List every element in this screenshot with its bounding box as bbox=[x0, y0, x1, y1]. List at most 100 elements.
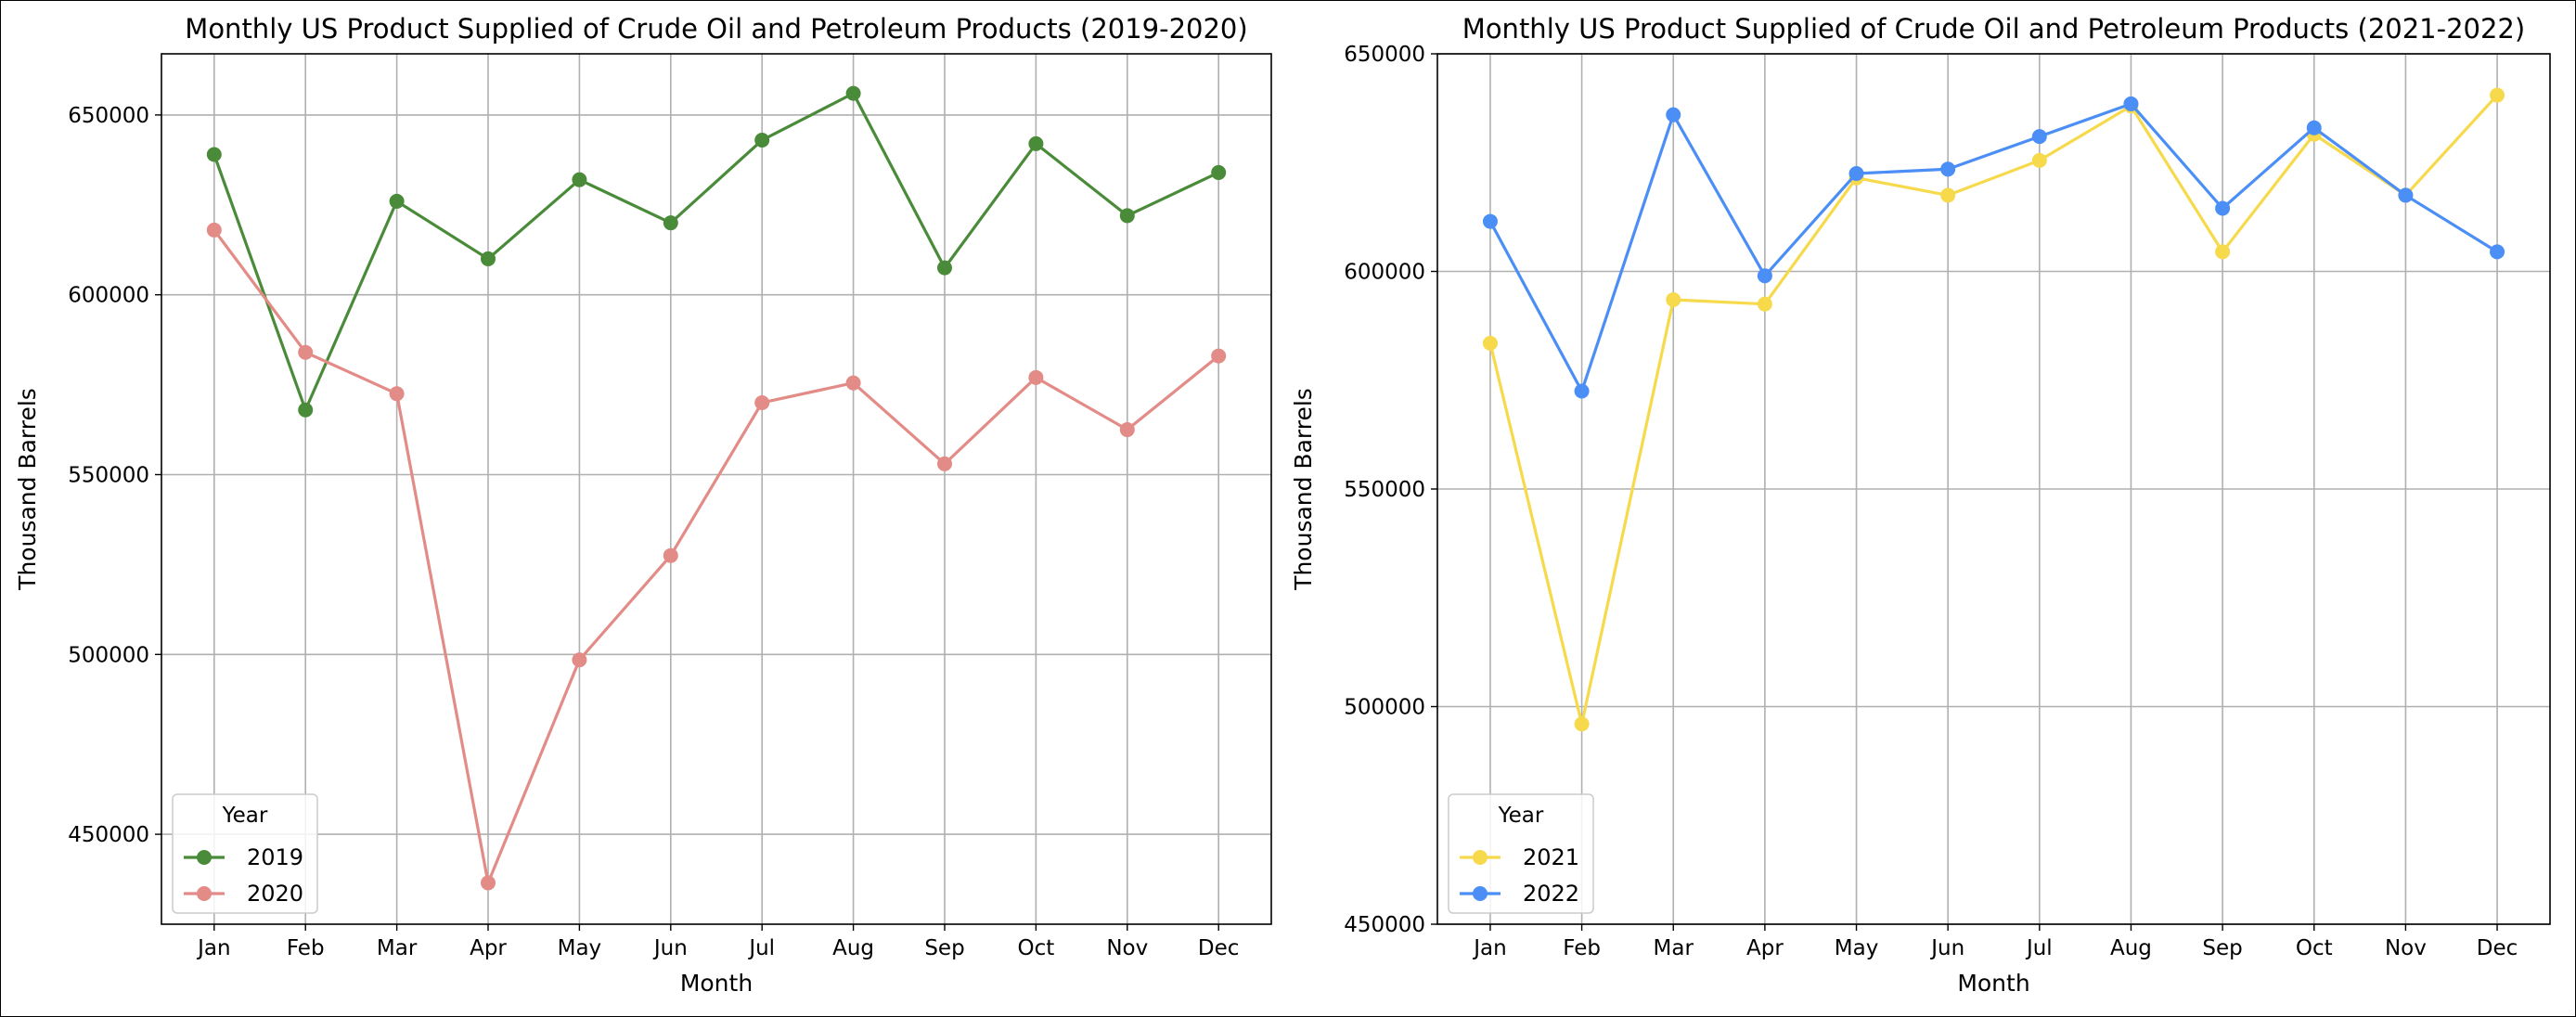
x-tick-label: Jan bbox=[1472, 936, 1506, 960]
y-tick-label: 600000 bbox=[1344, 261, 1425, 285]
legend-marker bbox=[1473, 850, 1488, 865]
data-point bbox=[2031, 152, 2047, 168]
plot-area-frame bbox=[161, 53, 1272, 925]
legend-label: 2021 bbox=[1523, 844, 1579, 870]
data-point bbox=[754, 133, 770, 148]
series-line bbox=[213, 228, 1220, 885]
series-2020 bbox=[206, 222, 1227, 891]
x-tick-label: Apr bbox=[470, 936, 507, 960]
x-tick-label: May bbox=[558, 936, 602, 960]
data-point bbox=[1482, 213, 1498, 229]
x-tick-label: Oct bbox=[2296, 936, 2333, 960]
data-point bbox=[1757, 268, 1772, 284]
legend-marker bbox=[197, 886, 212, 901]
data-point bbox=[845, 85, 861, 101]
legend: Year 2021 2022 bbox=[1448, 793, 1594, 914]
series-line bbox=[1488, 94, 2499, 726]
data-point bbox=[1574, 383, 1590, 399]
legend-marker bbox=[197, 850, 212, 865]
data-point bbox=[1757, 296, 1772, 312]
x-tick-label: Mar bbox=[1654, 936, 1694, 960]
y-tick-label: 450000 bbox=[68, 823, 149, 847]
data-point bbox=[481, 251, 496, 266]
x-tick-label: Jan bbox=[196, 936, 230, 960]
x-axis-label: Month bbox=[1957, 970, 2029, 997]
data-point bbox=[1119, 208, 1135, 224]
data-point bbox=[298, 344, 314, 360]
x-tick-label: Apr bbox=[1746, 936, 1784, 960]
data-point bbox=[481, 875, 496, 891]
data-point bbox=[389, 386, 405, 402]
chart-title: Monthly US Product Supplied of Crude Oil… bbox=[185, 13, 1247, 45]
legend-title: Year bbox=[222, 804, 268, 828]
x-tick-label: Sep bbox=[2202, 936, 2242, 960]
legend-label: 2019 bbox=[247, 844, 303, 870]
data-point bbox=[206, 222, 222, 238]
data-point bbox=[206, 147, 222, 162]
legend-title: Year bbox=[1498, 804, 1544, 828]
data-point bbox=[2306, 120, 2322, 135]
y-tick-label: 500000 bbox=[68, 643, 149, 667]
legend-label: 2022 bbox=[1523, 881, 1579, 907]
data-point bbox=[1848, 165, 1864, 181]
series-line bbox=[213, 92, 1219, 412]
y-tick-label: 600000 bbox=[68, 284, 149, 308]
y-tick-label: 500000 bbox=[1344, 696, 1425, 720]
series-2019 bbox=[206, 85, 1227, 418]
chart-title: Monthly US Product Supplied of Crude Oil… bbox=[1462, 13, 2525, 45]
y-tick-label: 650000 bbox=[1344, 43, 1425, 67]
y-axis-label: Thousand Barrels bbox=[1290, 388, 1317, 591]
x-tick-label: Sep bbox=[924, 936, 964, 960]
x-tick-label: Nov bbox=[2385, 936, 2427, 960]
x-tick-label: Jul bbox=[747, 936, 775, 960]
data-point bbox=[1574, 716, 1590, 732]
x-tick-label: Nov bbox=[1106, 936, 1148, 960]
legend: Year 2019 2020 bbox=[172, 793, 318, 914]
series-2022 bbox=[1482, 96, 2505, 399]
data-point bbox=[1119, 422, 1135, 438]
y-tick-label: 550000 bbox=[68, 463, 149, 487]
x-tick-label: Jul bbox=[2025, 936, 2053, 960]
data-point bbox=[1940, 187, 1956, 203]
data-point bbox=[2398, 187, 2414, 203]
data-point bbox=[2031, 129, 2047, 145]
data-point bbox=[845, 375, 861, 391]
data-point bbox=[1666, 107, 1681, 122]
data-point bbox=[2215, 200, 2231, 216]
data-point bbox=[663, 215, 678, 231]
legend-box bbox=[172, 793, 318, 914]
data-point bbox=[2215, 244, 2231, 260]
data-point bbox=[298, 402, 314, 418]
legend-label: 2020 bbox=[247, 881, 303, 907]
x-tick-label: Dec bbox=[2477, 936, 2518, 960]
x-tick-label: Aug bbox=[832, 936, 874, 960]
x-tick-label: Aug bbox=[2110, 936, 2152, 960]
legend-marker bbox=[1473, 886, 1488, 901]
data-point bbox=[2490, 244, 2505, 260]
data-point bbox=[1482, 335, 1498, 351]
data-point bbox=[1211, 164, 1227, 180]
x-tick-label: Dec bbox=[1198, 936, 1240, 960]
data-point bbox=[663, 547, 678, 563]
data-point bbox=[1211, 348, 1227, 364]
data-point bbox=[1940, 161, 1956, 177]
series-line bbox=[1488, 102, 2498, 393]
data-point bbox=[754, 394, 770, 410]
x-tick-label: Jun bbox=[1929, 936, 1964, 960]
y-axis-label: Thousand Barrels bbox=[14, 388, 41, 591]
data-point bbox=[389, 193, 405, 209]
data-point bbox=[1028, 135, 1044, 151]
data-point bbox=[1028, 369, 1044, 385]
data-point bbox=[1666, 291, 1681, 307]
chart-panel-1: Jan Feb Mar Apr May Jun Jul Aug Sep Oct Nov Dec 4500… bbox=[14, 13, 1272, 997]
data-point bbox=[936, 456, 952, 471]
chart-panel-2: Jan Feb Mar Apr May Jun Jul Aug Sep Oct Nov Dec 4500… bbox=[1290, 13, 2551, 997]
x-tick-label: Mar bbox=[377, 936, 418, 960]
x-tick-label: May bbox=[1835, 936, 1879, 960]
data-point bbox=[572, 172, 587, 187]
y-tick-label: 550000 bbox=[1344, 478, 1425, 502]
data-point bbox=[572, 652, 587, 668]
x-tick-label: Jun bbox=[652, 936, 688, 960]
series-2021 bbox=[1482, 87, 2505, 732]
data-point bbox=[936, 260, 952, 276]
